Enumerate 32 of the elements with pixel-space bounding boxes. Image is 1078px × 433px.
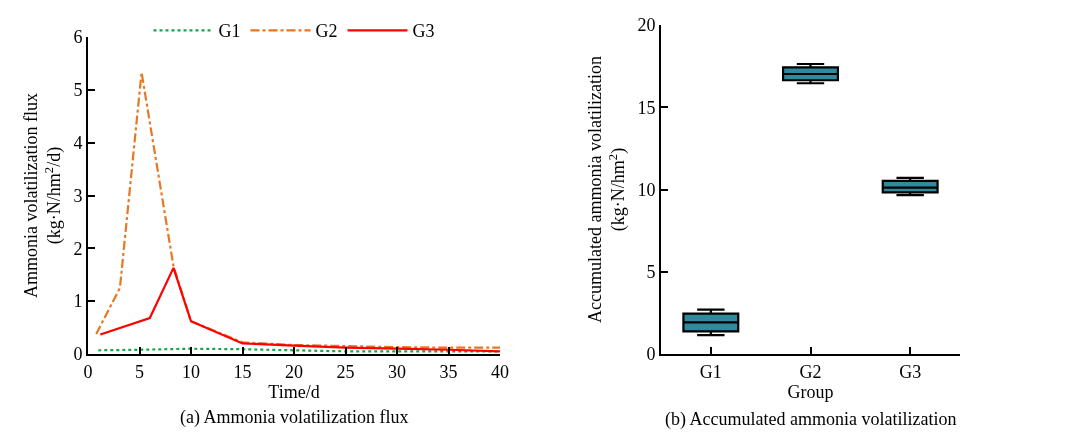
x-tick-label: G2 (799, 361, 822, 382)
text: (b) Accumulated ammonia volatilization (665, 409, 957, 430)
y-tick-label: 1 (73, 291, 83, 312)
text: (a) Ammonia volatilization flux (180, 407, 409, 428)
y-tick-label: 20 (637, 15, 656, 36)
line-series (99, 266, 500, 353)
legend-label: G2 (315, 21, 338, 42)
legend-label: G1 (218, 21, 241, 42)
x-tick-label: 15 (233, 361, 252, 382)
x-tick-label: 35 (439, 361, 458, 382)
y-tick-label: 4 (73, 132, 83, 153)
x-tick-label: 40 (491, 361, 509, 382)
y-tick-label: 0 (73, 344, 83, 365)
x-tick-label: G3 (899, 361, 922, 382)
y-tick-label: 6 (73, 27, 83, 48)
x-axis-title: Group (787, 381, 834, 402)
x-tick-label: 10 (182, 361, 200, 382)
legend-label: G3 (412, 21, 435, 42)
x-tick-label: 20 (285, 361, 303, 382)
y-tick-label: 5 (73, 80, 83, 101)
y-tick-label: 3 (73, 185, 83, 206)
y-tick-label: 15 (637, 97, 656, 118)
y-tick-label: 2 (73, 238, 83, 259)
y-tick-label: 5 (646, 262, 656, 283)
y-tick-label: 10 (637, 179, 656, 200)
x-axis-title: Time/d (268, 381, 320, 402)
x-tick-label: 30 (388, 361, 406, 382)
x-tick-label: 25 (336, 361, 355, 382)
y-tick-label: 0 (646, 344, 656, 365)
x-tick-label: G1 (699, 361, 722, 382)
x-tick-label: 5 (135, 361, 144, 382)
line-series (95, 71, 500, 349)
